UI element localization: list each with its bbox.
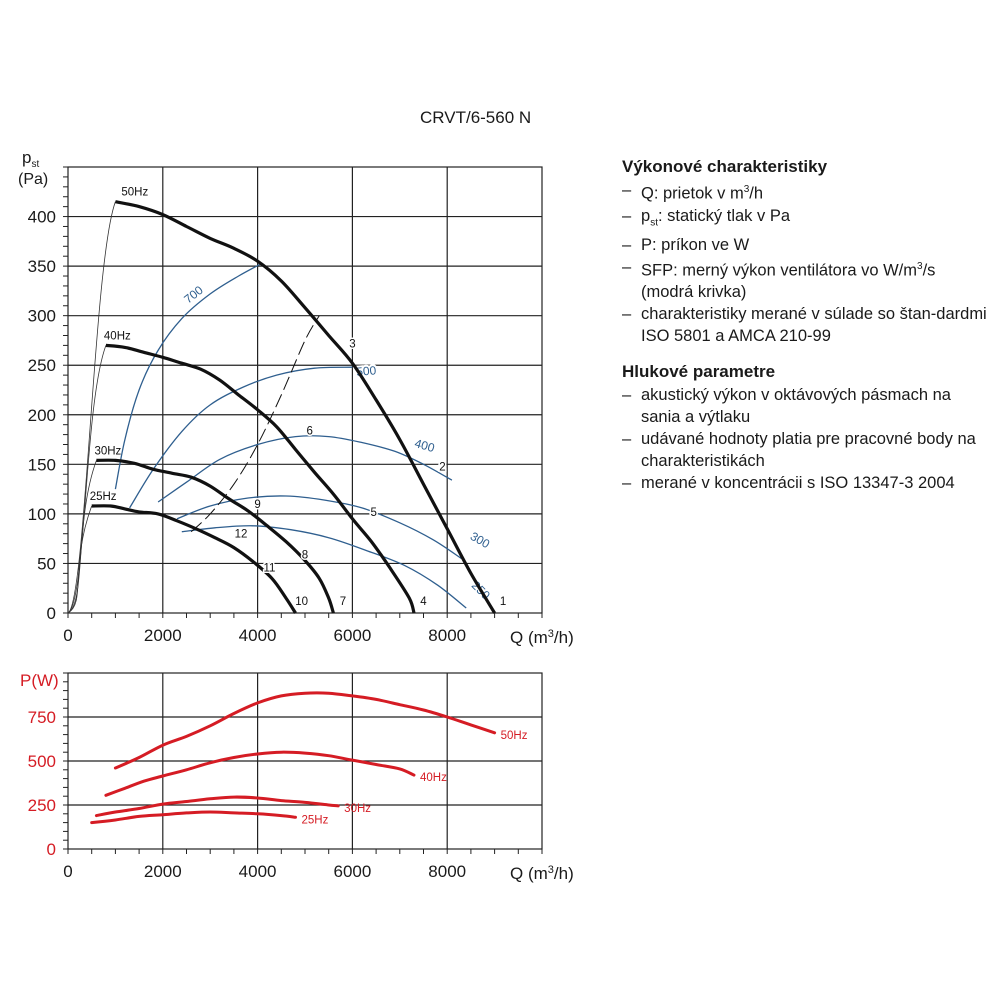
pressure-x-tick-label: 4000 xyxy=(239,626,277,645)
operating-point-label-12: 12 xyxy=(235,529,248,541)
fan-start-curve-40Hz xyxy=(67,345,107,614)
model-title: CRVT/6-560 N xyxy=(420,108,532,127)
legend-item-q: Q: prietok v m3/h xyxy=(622,179,992,205)
pressure-y-tick-label: 300 xyxy=(28,307,56,326)
fan-start-curve-50Hz xyxy=(67,201,116,614)
legend-item-working-points: udávané hodnoty platia pre pracovné body… xyxy=(622,428,992,472)
sfp-curve-400 xyxy=(157,435,453,503)
pressure-x-tick-label: 0 xyxy=(63,626,72,645)
noise-list: akustický výkon v oktávových pásmach na … xyxy=(622,384,992,494)
operating-point-label-6: 6 xyxy=(307,426,313,438)
noise-heading: Hlukové parametre xyxy=(622,362,776,382)
fan-curve-40Hz xyxy=(105,343,416,614)
pressure-x-axis-label: Q (m3/h) xyxy=(510,628,574,647)
pressure-y-tick-label: 100 xyxy=(28,505,56,524)
sfp-curve-250 xyxy=(181,525,467,609)
pressure-y-axis-label: pst xyxy=(22,148,39,170)
system-line-0 xyxy=(190,315,320,533)
fan-curve-50Hz xyxy=(115,200,496,614)
performance-list: Q: prietok v m3/h pst: statický tlak v P… xyxy=(622,179,992,347)
power-x-tick-label: 2000 xyxy=(144,862,182,881)
pressure-y-tick-label: 200 xyxy=(28,406,56,425)
fan-curve-25Hz xyxy=(91,504,297,614)
operating-point-label-9: 9 xyxy=(254,499,260,511)
operating-point-label-3: 3 xyxy=(349,338,355,350)
power-y-tick-label: 0 xyxy=(47,840,56,859)
power-chart: 0 2000 4000 6000 8000 0 250 500 750 P(W) Q (m3/h) 5… xyxy=(20,671,574,883)
power-curve-30Hz xyxy=(94,795,340,818)
pressure-y-tick-label: 150 xyxy=(28,455,56,474)
power-curve-25Hz xyxy=(90,810,297,825)
legend-item-pst: pst: statický tlak v Pa xyxy=(622,205,992,234)
sfp-label-700: 700 xyxy=(181,283,206,307)
pressure-chart: 0 2000 4000 6000 8000 0 50 100 150 200 250 300 350 40… xyxy=(18,148,574,647)
operating-point-label-2: 2 xyxy=(439,461,445,473)
pressure-x-tick-label: 6000 xyxy=(333,626,371,645)
fan-start-curve-25Hz xyxy=(67,505,93,614)
power-curve-label-50Hz: 50Hz xyxy=(501,730,528,742)
pressure-y-tick-label: 400 xyxy=(28,208,56,227)
sfp-curve-300 xyxy=(176,495,462,560)
pressure-y-tick-label: 250 xyxy=(28,356,56,375)
pressure-y-tick-label: 0 xyxy=(47,604,56,623)
fan-start-curve-30Hz xyxy=(67,460,97,614)
pressure-y-tick-label: 50 xyxy=(37,554,56,573)
pressure-x-tick-label: 8000 xyxy=(428,626,466,645)
operating-point-label-5: 5 xyxy=(371,507,377,519)
legend-item-p: P: príkon ve W xyxy=(622,234,992,256)
power-y-tick-label: 250 xyxy=(28,796,56,815)
legend-item-standards: charakteristiky merané v súlade so štan-… xyxy=(622,303,992,347)
power-y-axis-label: P(W) xyxy=(20,671,59,690)
pressure-x-tick-label: 2000 xyxy=(144,626,182,645)
power-curve-label-40Hz: 40Hz xyxy=(420,772,447,784)
sfp-label-300: 300 xyxy=(468,529,493,551)
sfp-curve-500 xyxy=(129,366,353,509)
pressure-y-tick-label: 350 xyxy=(28,257,56,276)
power-x-tick-label: 8000 xyxy=(428,862,466,881)
legend-item-sfp: SFP: merný výkon ventilátora vo W/m3/s (… xyxy=(622,256,992,304)
operating-point-label-7: 7 xyxy=(340,596,346,608)
operating-point-label-4: 4 xyxy=(420,596,427,608)
fan-curve-label-50Hz: 50Hz xyxy=(121,187,148,199)
power-curve-50Hz xyxy=(113,691,497,770)
power-y-tick-label: 500 xyxy=(28,752,56,771)
sfp-label-400: 400 xyxy=(413,436,436,455)
legend-item-acoustic: akustický výkon v oktávových pásmach na … xyxy=(622,384,992,428)
sfp-curve-700 xyxy=(114,262,263,490)
power-x-tick-label: 6000 xyxy=(333,862,371,881)
performance-heading: Výkonové charakteristiky xyxy=(622,157,828,176)
power-x-axis-label: Q (m3/h) xyxy=(510,864,574,883)
power-curve-40Hz xyxy=(104,750,416,797)
power-y-tick-label: 750 xyxy=(28,708,56,727)
power-curve-label-30Hz: 30Hz xyxy=(344,803,371,815)
fan-curve-label-25Hz: 25Hz xyxy=(90,491,117,503)
fan-curve-30Hz xyxy=(96,458,335,614)
fan-curve-label-40Hz: 40Hz xyxy=(104,330,131,342)
operating-point-label-10: 10 xyxy=(295,596,308,608)
legend-item-iso: merané v koncentrácii s ISO 13347-3 2004 xyxy=(622,472,992,494)
operating-point-label-8: 8 xyxy=(302,549,308,561)
fan-curve-label-30Hz: 30Hz xyxy=(94,445,121,457)
legend-box: Výkonové charakteristiky Q: prietok v m3… xyxy=(622,156,992,508)
power-curve-label-25Hz: 25Hz xyxy=(302,814,329,826)
power-x-tick-label: 0 xyxy=(63,862,72,881)
pressure-y-axis-unit: (Pa) xyxy=(18,171,48,188)
operating-point-label-11: 11 xyxy=(263,562,275,574)
power-x-tick-label: 4000 xyxy=(239,862,277,881)
operating-point-label-1: 1 xyxy=(500,596,506,608)
